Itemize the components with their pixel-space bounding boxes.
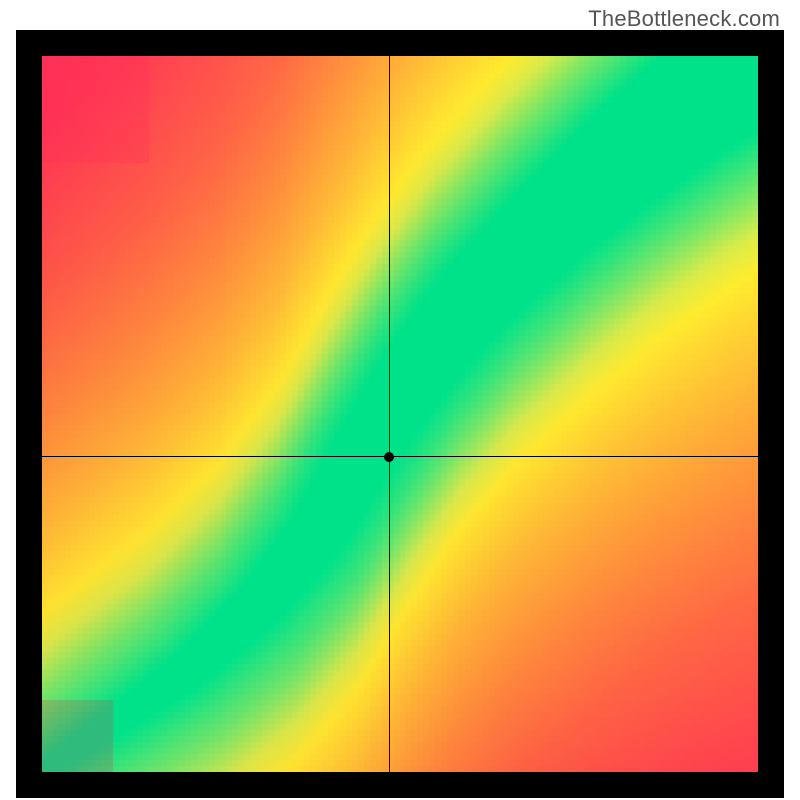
crosshair-marker: [384, 452, 394, 462]
crosshair-horizontal: [42, 456, 758, 457]
plot-area: [42, 56, 758, 772]
chart-container: TheBottleneck.com: [0, 0, 800, 800]
heatmap-canvas: [42, 56, 758, 772]
watermark-text: TheBottleneck.com: [588, 6, 780, 32]
crosshair-vertical: [389, 56, 390, 772]
